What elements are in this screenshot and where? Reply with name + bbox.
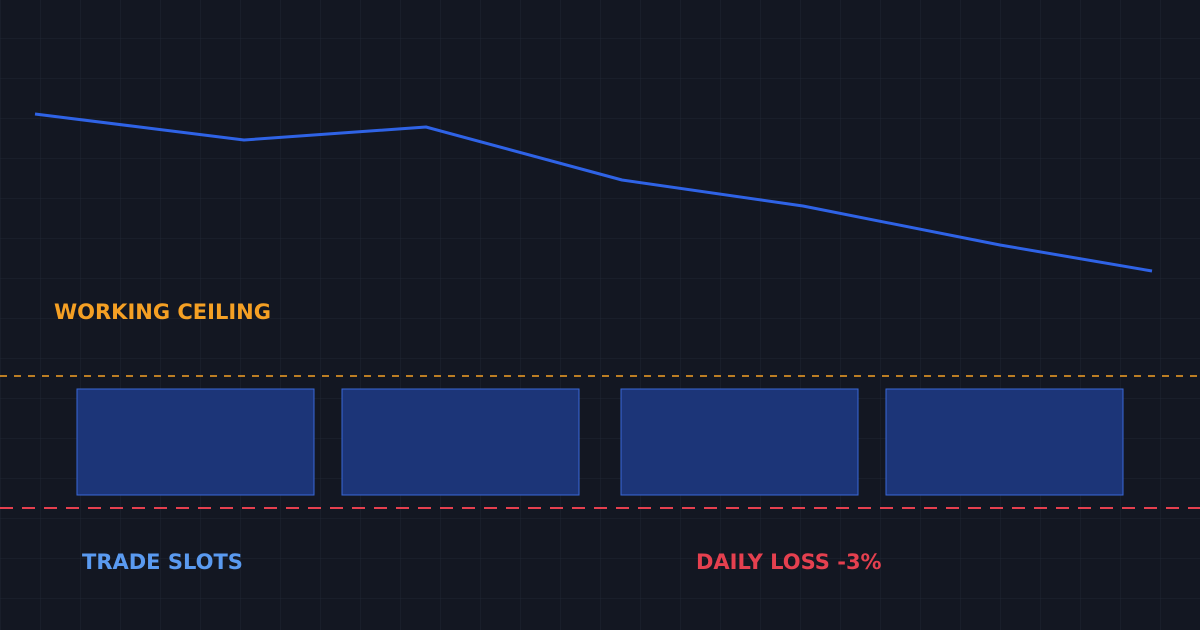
slots [76,388,1124,496]
loss-label: DAILY LOSS -3% [696,550,882,574]
slot [885,388,1124,496]
slot [620,388,859,496]
slots-label: TRADE SLOTS [82,550,243,574]
trend-line [34,112,1153,273]
ceiling-label: WORKING CEILING [54,300,271,324]
slot [341,388,580,496]
slot [76,388,315,496]
